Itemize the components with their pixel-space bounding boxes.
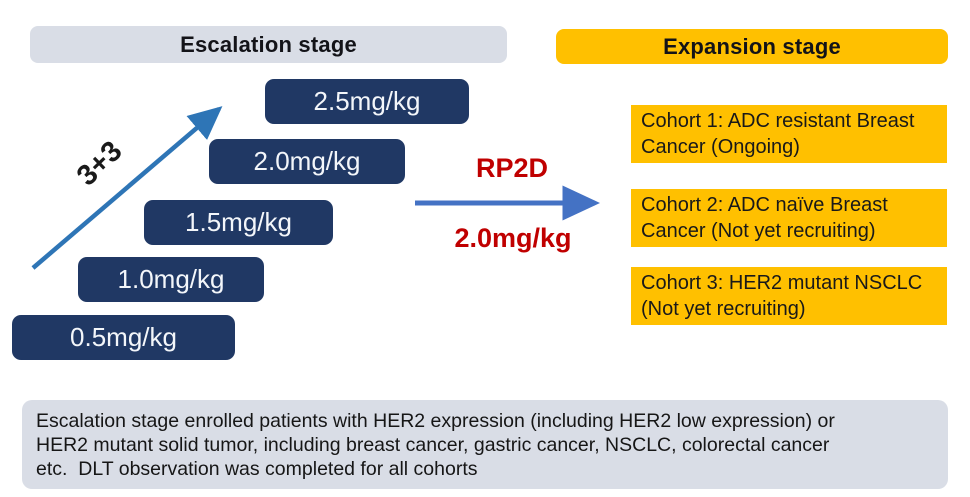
expansion-stage-header: Expansion stage [556, 29, 948, 64]
note-line-1: Escalation stage enrolled patients with … [36, 410, 835, 432]
note-line-3: etc. DLT observation was completed for a… [36, 458, 478, 480]
cohort-3-box: Cohort 3: HER2 mutant NSCLC (Not yet rec… [631, 267, 947, 325]
dose-box-0-5mg-kg: 0.5mg/kg [12, 315, 235, 360]
dose-box-2-0mg-kg: 2.0mg/kg [209, 139, 405, 184]
cohort-1-line-2: Cancer (Ongoing) [641, 136, 800, 158]
cohort-2-line-2: Cancer (Not yet recruiting) [641, 220, 876, 242]
three-plus-three-label: 3+3 [70, 135, 129, 193]
rp2d-dose-label: 2.0mg/kg [454, 223, 572, 253]
cohort-3-line-2: (Not yet recruiting) [641, 298, 806, 320]
note-line-2: HER2 mutant solid tumor, including breas… [36, 434, 830, 456]
dose-box-2-5mg-kg: 2.5mg/kg [265, 79, 469, 124]
dose-box-1-0mg-kg: 1.0mg/kg [78, 257, 264, 302]
escalation-stage-header: Escalation stage [30, 26, 507, 63]
cohort-2-line-1: Cohort 2: ADC naïve Breast [641, 194, 888, 216]
rp2d-label: RP2D [475, 153, 549, 183]
cohort-3-line-1: Cohort 3: HER2 mutant NSCLC [641, 272, 923, 294]
note-box: Escalation stage enrolled patients with … [22, 400, 948, 489]
cohort-1-line-1: Cohort 1: ADC resistant Breast [641, 110, 915, 132]
dose-box-1-5mg-kg: 1.5mg/kg [144, 200, 333, 245]
cohort-2-box: Cohort 2: ADC naïve Breast Cancer (Not y… [631, 189, 947, 247]
cohort-1-box: Cohort 1: ADC resistant Breast Cancer (O… [631, 105, 947, 163]
